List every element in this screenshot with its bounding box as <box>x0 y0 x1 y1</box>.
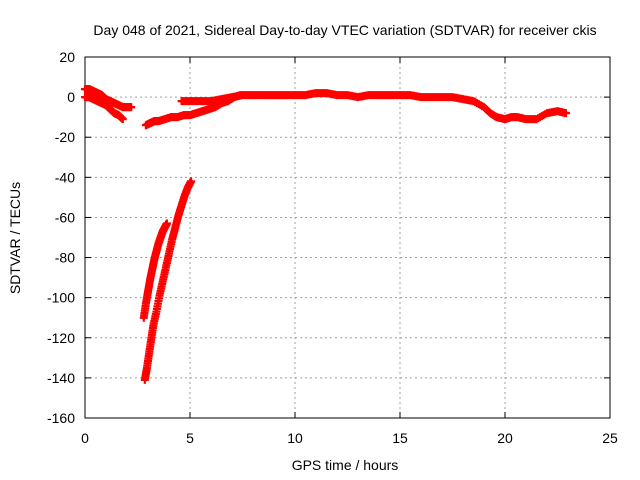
y-tick-label: 0 <box>67 89 75 105</box>
axis-ticks <box>84 56 611 419</box>
x-tick-labels: 0 5 10 15 20 25 <box>81 430 618 446</box>
data-point-marker <box>162 219 171 228</box>
x-tick-label: 20 <box>497 430 513 446</box>
y-tick-label: 20 <box>59 49 75 65</box>
y-tick-labels: 20 0 -20 -40 -60 -80 -100 -120 -140 -160 <box>47 49 75 426</box>
y-tick-label: -120 <box>47 330 75 346</box>
y-tick-label: -140 <box>47 370 75 386</box>
data-points <box>81 85 570 384</box>
data-series <box>140 177 196 384</box>
x-axis-label: GPS time / hours <box>292 457 399 473</box>
data-point-marker <box>127 103 136 112</box>
x-tick-label: 0 <box>81 430 89 446</box>
y-tick-label: -100 <box>47 290 75 306</box>
y-tick-label: -20 <box>55 129 75 145</box>
data-series <box>141 91 245 130</box>
x-tick-label: 10 <box>287 430 303 446</box>
data-series <box>81 93 127 124</box>
x-tick-label: 15 <box>392 430 408 446</box>
data-series <box>139 219 171 322</box>
y-tick-label: -40 <box>55 169 75 185</box>
y-tick-label: -160 <box>47 410 75 426</box>
data-point-marker <box>187 177 196 186</box>
data-point-marker <box>118 115 127 124</box>
chart-title: Day 048 of 2021, Sidereal Day-to-day VTE… <box>93 22 596 38</box>
plot-area-border <box>84 56 611 419</box>
y-tick-label: -60 <box>55 209 75 225</box>
data-series <box>177 89 570 124</box>
x-tick-label: 5 <box>186 430 194 446</box>
y-axis-label: SDTVAR / TECUs <box>7 182 23 294</box>
x-tick-label: 25 <box>602 430 618 446</box>
y-tick-label: -80 <box>55 250 75 266</box>
data-point-marker <box>561 109 570 118</box>
